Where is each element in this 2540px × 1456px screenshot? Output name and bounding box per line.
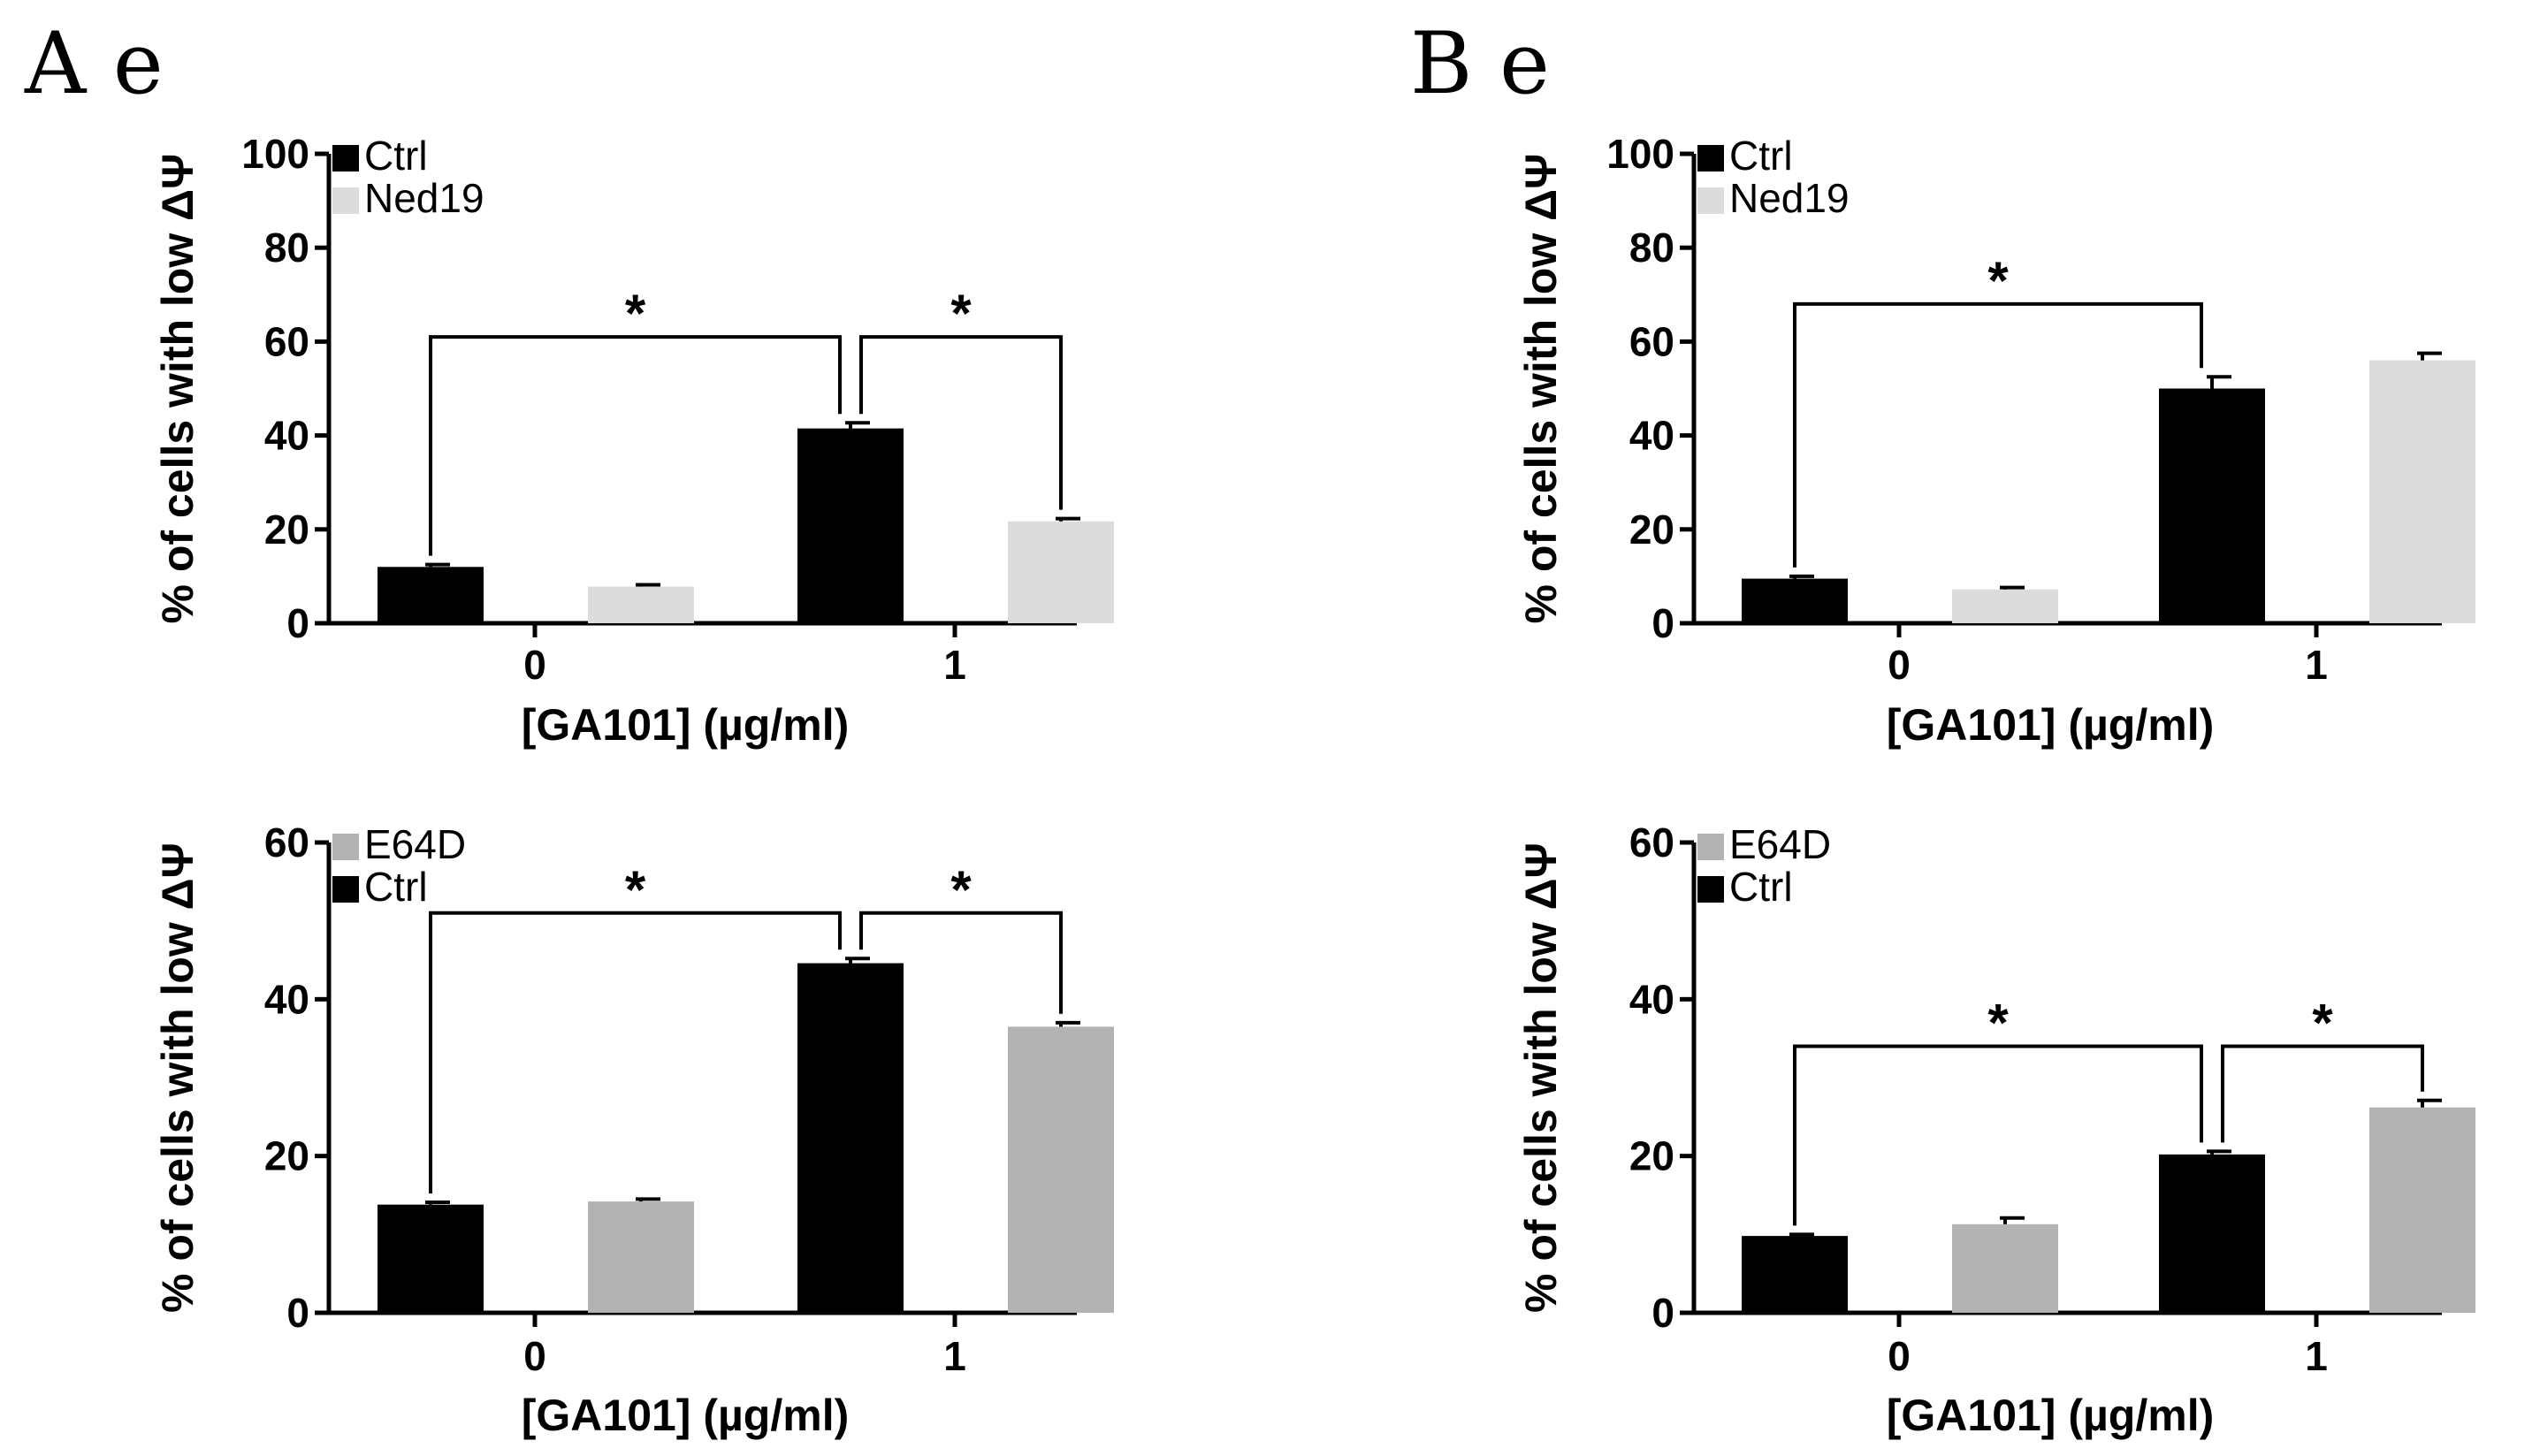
- legend-swatch-ctrl: [332, 145, 359, 172]
- legend-label-ctrl: Ctrl: [1729, 133, 1793, 179]
- x-axis-title: [GA101] (µg/ml): [522, 1391, 850, 1440]
- y-tick-label: 40: [264, 976, 309, 1022]
- y-tick-label: 80: [1629, 225, 1674, 271]
- legend-label-ned19: Ned19: [364, 175, 484, 221]
- y-tick-label: 80: [264, 225, 309, 271]
- significance-star: *: [950, 860, 972, 919]
- legend-swatch-e64d: [332, 834, 359, 860]
- bar-ctrl-0: [378, 567, 484, 623]
- legend-swatch-ned19: [332, 187, 359, 214]
- bar-ctrl-0: [1742, 1236, 1848, 1313]
- bar-ned19-1: [2369, 360, 2475, 623]
- significance-bracket: [429, 911, 842, 1193]
- legend-swatch-ctrl: [1697, 145, 1724, 172]
- legend-label-ctrl: Ctrl: [364, 864, 428, 910]
- y-axis-title: % of cells with low ΔΨ: [153, 153, 202, 623]
- bar-ned19-1: [1008, 521, 1114, 623]
- significance-star: *: [1987, 994, 2009, 1053]
- chart-a-top: 0 20 40 60 80 100 0 1 [GA101] (µg/ml) % of cells …: [153, 131, 1114, 750]
- significance-bracket: [1793, 1044, 2203, 1226]
- x-tick-label: 1: [943, 642, 966, 688]
- y-tick-label: 0: [286, 600, 309, 646]
- x-tick-label: 0: [523, 642, 546, 688]
- significance-bracket: [2221, 1044, 2424, 1143]
- legend-swatch-ned19: [1697, 187, 1724, 214]
- y-tick-label: 60: [1629, 819, 1674, 865]
- bar-ned19-0: [588, 586, 694, 623]
- y-tick-label: 40: [1629, 976, 1674, 1022]
- bar-e64d-1: [2369, 1107, 2475, 1313]
- y-axis-title: % of cells with low ΔΨ: [153, 842, 202, 1313]
- y-tick-label: 20: [1629, 1133, 1674, 1179]
- legend-label-ned19: Ned19: [1729, 175, 1850, 221]
- x-tick-label: 1: [2305, 1333, 2328, 1379]
- bar-ctrl-1: [2159, 388, 2265, 623]
- legend-swatch-e64d: [1697, 834, 1724, 860]
- bar-ctrl-0: [378, 1204, 484, 1313]
- legend-label-e64d: E64D: [1729, 821, 1831, 867]
- significance-star: *: [2312, 994, 2333, 1053]
- bar-e64d-1: [1008, 1026, 1114, 1313]
- y-tick-label: 40: [264, 413, 309, 459]
- significance-star: *: [1987, 251, 2009, 310]
- significance-star: *: [625, 284, 646, 343]
- bar-e64d-0: [1952, 1223, 2058, 1313]
- significance-bracket: [1793, 301, 2203, 568]
- y-tick-label: 0: [286, 1290, 309, 1336]
- panel-label-a: A e: [24, 14, 164, 113]
- bar-ctrl-1: [2159, 1154, 2265, 1313]
- x-tick-label: 1: [943, 1333, 966, 1379]
- legend-label-e64d: E64D: [364, 821, 466, 867]
- significance-star: *: [625, 860, 646, 919]
- bar-e64d-0: [588, 1201, 694, 1313]
- legend-label-ctrl: Ctrl: [1729, 864, 1793, 910]
- y-tick-label: 20: [264, 507, 309, 553]
- legend-label-ctrl: Ctrl: [364, 133, 428, 179]
- y-tick-label: 100: [1606, 131, 1674, 177]
- bar-ctrl-1: [797, 428, 904, 623]
- y-tick-label: 0: [1651, 1290, 1674, 1336]
- bar-ctrl-0: [1742, 578, 1848, 623]
- x-tick-label: 0: [523, 1333, 546, 1379]
- y-tick-label: 100: [241, 131, 309, 177]
- chart-b-top: 0 20 40 60 80 100 0 1 [GA101] (µg/ml) % of cells …: [1516, 131, 2475, 750]
- y-tick-label: 60: [1629, 318, 1674, 364]
- y-tick-label: 20: [1629, 507, 1674, 553]
- x-axis-title: [GA101] (µg/ml): [1887, 1391, 2215, 1440]
- x-tick-label: 1: [2305, 642, 2328, 688]
- bar-ctrl-1: [797, 963, 904, 1313]
- chart-a-bottom: 0 20 40 60 0 1 [GA101] (µg/ml) % of cells with …: [153, 819, 1114, 1440]
- panel-label-b: B e: [1410, 14, 1550, 113]
- legend-swatch-ctrl: [332, 876, 359, 903]
- y-tick-label: 60: [264, 318, 309, 364]
- y-tick-label: 60: [264, 819, 309, 865]
- y-tick-label: 20: [264, 1133, 309, 1179]
- x-tick-label: 0: [1888, 642, 1911, 688]
- chart-b-bottom: 0 20 40 60 0 1 [GA101] (µg/ml) % of cells with …: [1516, 819, 2475, 1440]
- x-tick-label: 0: [1888, 1333, 1911, 1379]
- y-axis-title: % of cells with low ΔΨ: [1516, 153, 1566, 623]
- legend-swatch-ctrl: [1697, 876, 1724, 903]
- x-axis-title: [GA101] (µg/ml): [1887, 700, 2215, 750]
- y-tick-label: 40: [1629, 413, 1674, 459]
- bar-ned19-0: [1952, 589, 2058, 623]
- significance-bracket: [859, 911, 1063, 1014]
- significance-bracket: [429, 335, 842, 556]
- y-tick-label: 0: [1651, 600, 1674, 646]
- x-axis-title: [GA101] (µg/ml): [522, 700, 850, 750]
- significance-bracket: [859, 335, 1063, 510]
- significance-star: *: [950, 284, 972, 343]
- y-axis-title: % of cells with low ΔΨ: [1516, 842, 1566, 1313]
